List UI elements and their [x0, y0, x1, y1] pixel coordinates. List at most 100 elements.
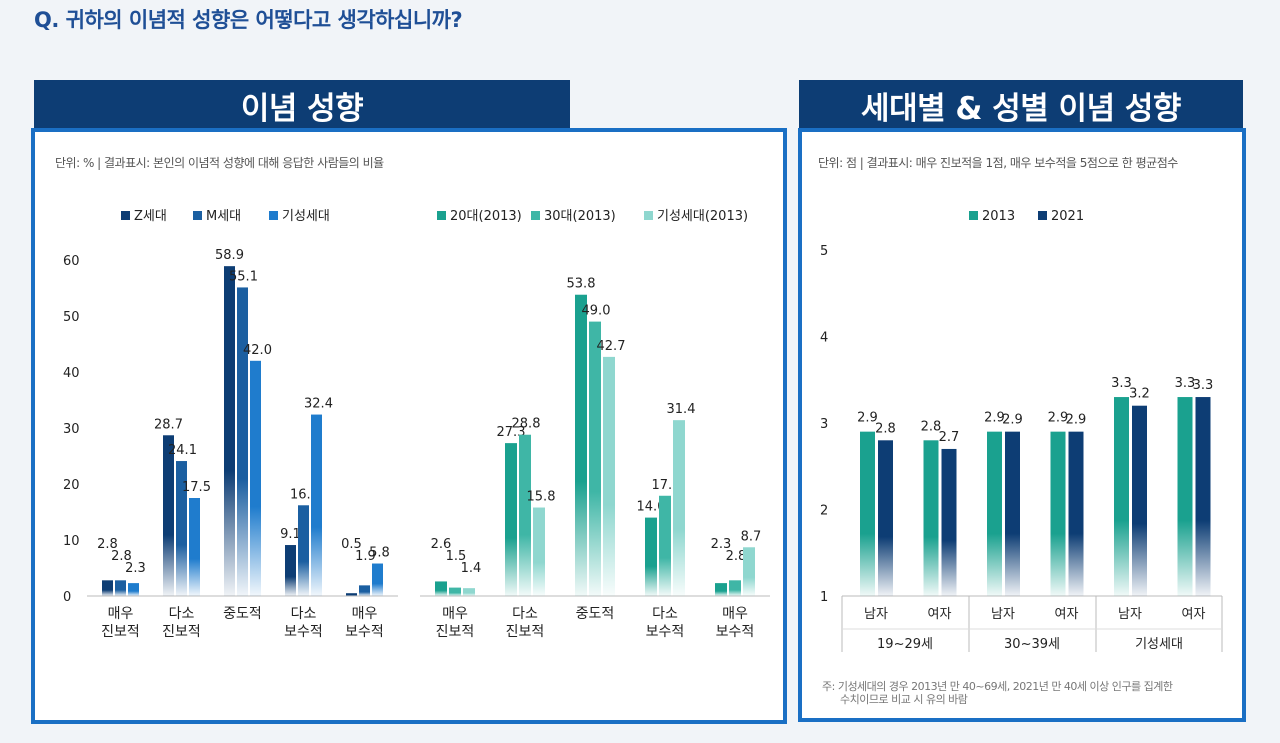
y2013-chart-category-label: 중도적 [576, 606, 615, 622]
gender-data-label: 3.3 [1193, 378, 1214, 393]
y2013-chart-data-label: 15.8 [527, 490, 556, 505]
y-tick-label: 1 [820, 590, 828, 605]
question-title: Q. 귀하의 이념적 성향은 어떻다고 생각하십니까? [34, 8, 463, 32]
y2013-chart-data-label: 31.4 [667, 402, 696, 417]
z-chart-legend-label: M세대 [206, 209, 241, 224]
y2013-chart-bar [743, 547, 755, 596]
left-panel: 단위: % | 결과표시: 본인의 이념적 성향에 대해 응답한 사람들의 비율… [31, 128, 787, 724]
gender-data-label: 3.3 [1175, 376, 1196, 391]
y2013-chart-bar [645, 517, 657, 596]
y2013-chart-data-label: 2.6 [431, 537, 452, 552]
y2013-chart-legend-label: 기성세대(2013) [657, 209, 748, 224]
y-tick-label: 20 [63, 478, 80, 493]
gender-data-label: 2.9 [1048, 411, 1069, 426]
left-title: 이념 성향 [240, 90, 364, 127]
y2013-chart-data-label: 1.5 [446, 549, 467, 564]
gender-category-label: 남자 [991, 607, 1015, 622]
y2013-chart-bar [449, 587, 461, 596]
y-tick-label: 0 [63, 590, 71, 605]
y2013-chart-bar [519, 434, 531, 596]
z-chart-bar [224, 266, 235, 596]
z-chart-bar [128, 583, 139, 596]
gender-bar [860, 431, 875, 596]
gender-data-label: 3.3 [1111, 376, 1132, 391]
y2013-chart-data-label: 42.7 [597, 339, 626, 354]
z-chart-data-label: 17.5 [182, 480, 211, 495]
z-chart-category-label: 다소 [291, 606, 317, 622]
y2013-chart-bar [575, 294, 587, 596]
z-chart-bar [189, 498, 200, 596]
z-chart-legend-swatch [193, 211, 202, 220]
y2013-chart-data-label: 8.7 [741, 529, 762, 544]
right-title: 세대별 & 성별 이념 성향 [861, 90, 1181, 127]
z-chart-data-label: 5.8 [369, 546, 390, 561]
gender-legend-label: 2013 [982, 209, 1015, 224]
z-chart-bar [102, 580, 113, 596]
z-chart-category-label: 매우 [352, 606, 378, 622]
gender-bar [1132, 405, 1147, 596]
gender-bar [1195, 397, 1211, 596]
z-chart-legend-swatch [121, 211, 130, 220]
z-chart-legend-swatch [269, 211, 278, 220]
gender-data-label: 2.9 [1066, 413, 1087, 428]
y2013-chart-category-label: 매우 [442, 606, 468, 622]
z-chart-data-label: 24.1 [168, 443, 197, 458]
y2013-chart-data-label: 28.8 [512, 417, 541, 432]
z-chart-data-label: 9.1 [280, 527, 301, 542]
z-chart-category-label: 보수적 [284, 624, 323, 640]
y2013-chart-bar [715, 583, 727, 596]
z-chart-bar [163, 435, 174, 596]
y-tick-label: 4 [820, 331, 828, 346]
y2013-chart-bar [659, 495, 671, 596]
group-label: 30~39세 [1004, 637, 1060, 652]
y2013-chart-data-label: 53.8 [567, 277, 596, 292]
y2013-chart-category-label: 매우 [722, 606, 748, 622]
left-title-bar: 이념 성향 [34, 80, 570, 130]
z-chart-data-label: 1.9 [355, 549, 376, 564]
z-chart-bar [372, 563, 383, 596]
gender-legend-swatch [969, 211, 978, 220]
y2013-chart-bar [589, 321, 601, 596]
z-chart-category-label: 매우 [108, 606, 134, 622]
y2013-chart-category-label: 다소 [652, 606, 678, 622]
gender-bar [1114, 397, 1129, 596]
gender-data-label: 2.9 [857, 411, 878, 426]
y2013-chart-data-label: 2.8 [726, 549, 747, 564]
z-chart-category-label: 진보적 [101, 624, 140, 640]
right-note-line-2: 수치이므로 비교 시 유의 바람 [840, 693, 968, 706]
y-tick-label: 3 [820, 417, 828, 432]
y2013-chart-data-label: 49.0 [582, 304, 611, 319]
gender-bar [1005, 431, 1020, 596]
z-chart-data-label: 42.0 [243, 343, 272, 358]
z-chart-bar [250, 360, 261, 596]
gender-bar [941, 448, 957, 596]
z-chart-data-label: 55.1 [229, 269, 258, 284]
z-chart-bar [346, 593, 357, 596]
z-chart-bar [359, 585, 370, 596]
right-note: 주: 기성세대의 경우 2013년 만 40~69세, 2021년 만 40세 … [822, 680, 1173, 706]
y2013-chart-legend-swatch [644, 211, 653, 220]
y-tick-label: 2 [820, 504, 828, 519]
y-tick-label: 30 [63, 422, 80, 437]
y2013-chart-legend-label: 20대(2013) [450, 209, 522, 224]
y2013-chart-category-label: 보수적 [646, 624, 685, 640]
z-chart-data-label: 0.5 [341, 537, 362, 552]
y2013-chart-legend-swatch [437, 211, 446, 220]
gender-bar [1177, 397, 1193, 596]
z-chart-category-label: 다소 [169, 606, 195, 622]
gender-legend-label: 2021 [1051, 209, 1084, 224]
right-panel: 단위: 점 | 결과표시: 매우 진보적을 1점, 매우 보수적을 5점으로 한… [798, 128, 1246, 722]
z-chart-data-label: 28.7 [154, 417, 183, 432]
y2013-chart-category-label: 진보적 [506, 624, 545, 640]
right-note-line-1: 주: 기성세대의 경우 2013년 만 40~69세, 2021년 만 40세 … [822, 680, 1173, 693]
z-chart-category-label: 중도적 [223, 606, 262, 622]
y2013-chart-category-label: 다소 [512, 606, 538, 622]
group-label: 기성세대 [1135, 637, 1183, 652]
gender-legend-swatch [1038, 211, 1047, 220]
z-chart-bar [298, 505, 309, 596]
right-unit-label: 단위: 점 | 결과표시: 매우 진보적을 1점, 매우 보수적을 5점으로 한… [818, 156, 1178, 170]
right-chart: 2013 2021123452.92.8남자2.82.7여자2.92.9남자2.9… [820, 209, 1223, 652]
group-label: 19~29세 [877, 637, 933, 652]
z-chart-data-label: 2.8 [111, 549, 132, 564]
z-chart-bar [115, 580, 126, 596]
